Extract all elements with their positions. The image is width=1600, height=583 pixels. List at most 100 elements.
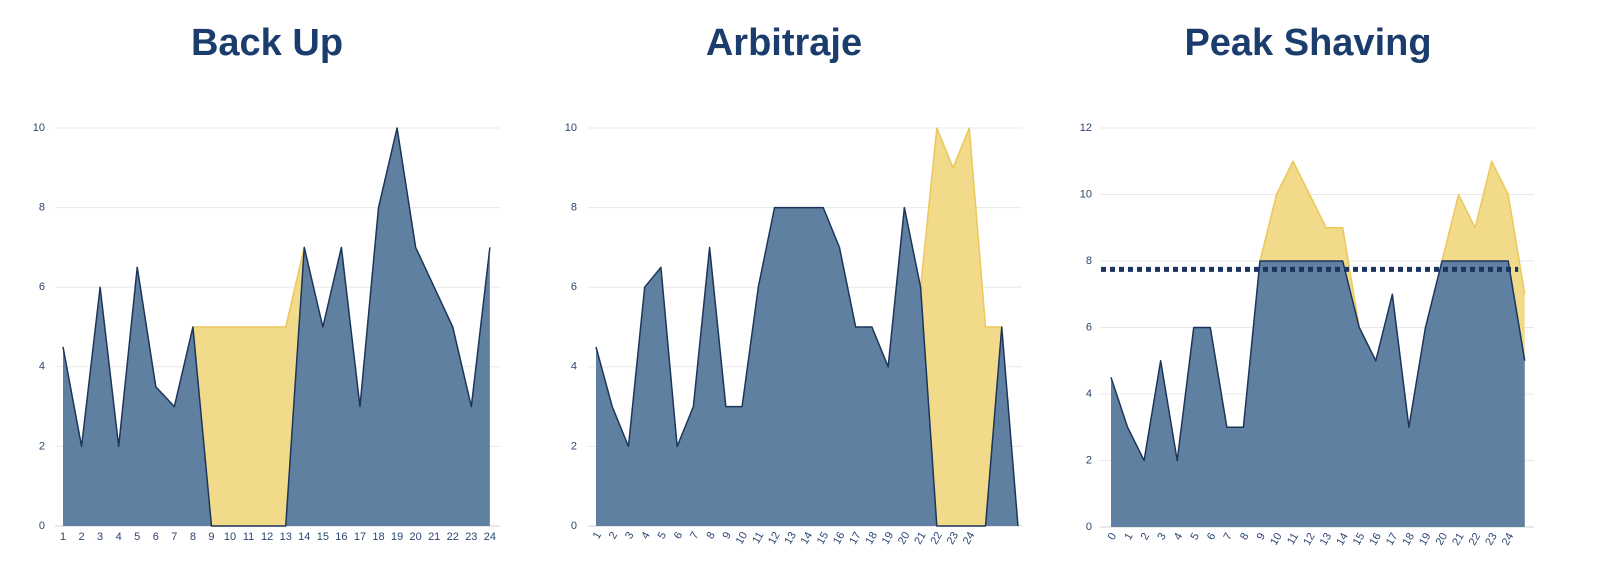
x-tick-label: 10 [1268, 531, 1285, 548]
y-tick-label: 0 [571, 520, 577, 532]
x-tick-label: 19 [880, 530, 897, 547]
x-tick-label: 9 [208, 531, 214, 543]
x-tick-label: 21 [1450, 531, 1467, 548]
x-tick-label: 18 [1400, 531, 1417, 548]
x-tick-label: 15 [1351, 531, 1368, 548]
x-tick-label: 17 [1384, 531, 1401, 548]
x-tick-label: 16 [831, 530, 848, 547]
area [1111, 261, 1525, 527]
x-tick-label: 16 [335, 531, 347, 543]
x-tick-label: 6 [153, 531, 159, 543]
line [62, 127, 491, 527]
x-tick-label: 19 [391, 531, 403, 543]
x-tick-label: 14 [1334, 531, 1351, 548]
chart-title: Peak Shaving [1184, 22, 1431, 64]
x-tick-label: 12 [261, 531, 273, 543]
x-tick-label: 10 [224, 531, 236, 543]
x-tick-label: 0 [1106, 531, 1119, 542]
x-tick-label: 24 [1500, 531, 1517, 548]
x-tick-label: 23 [945, 530, 962, 547]
y-tick-label: 0 [39, 520, 45, 532]
x-tick-label: 17 [354, 531, 366, 543]
x-tick-label: 21 [428, 531, 440, 543]
x-tick-label: 24 [484, 531, 496, 543]
y-tick-label: 10 [33, 122, 45, 134]
y-tick-label: 8 [39, 202, 45, 214]
y-tick-label: 2 [39, 440, 45, 452]
line [919, 127, 1002, 328]
x-tick-label: 6 [1205, 531, 1218, 542]
x-tick-label: 1 [1122, 531, 1135, 542]
x-tick-label: 11 [750, 530, 766, 546]
x-tick-label: 6 [672, 530, 685, 541]
y-tick-label: 0 [1086, 521, 1092, 533]
x-tick-label: 18 [864, 530, 881, 547]
y-tick-label: 6 [571, 281, 577, 293]
y-tick-label: 8 [1086, 255, 1092, 267]
x-tick-label: 13 [280, 531, 292, 543]
x-tick-label: 3 [623, 530, 636, 541]
x-tick-label: 11 [243, 531, 254, 543]
x-tick-label: 2 [607, 530, 620, 541]
area [920, 128, 1002, 526]
area [596, 207, 1018, 526]
x-tick-label: 14 [298, 531, 310, 543]
chart-title: Back Up [191, 22, 343, 64]
x-tick-label: 2 [78, 531, 84, 543]
x-tick-label: 14 [799, 530, 816, 547]
area [192, 247, 305, 526]
x-tick-label: 5 [1188, 531, 1201, 542]
x-tick-label: 8 [704, 530, 717, 541]
x-tick-label: 9 [1255, 531, 1268, 542]
x-tick-label: 12 [1301, 531, 1318, 548]
area [63, 128, 490, 526]
x-tick-label: 10 [734, 530, 751, 547]
line [1259, 160, 1526, 328]
x-tick-label: 15 [815, 530, 832, 547]
x-tick-label: 3 [1155, 531, 1168, 542]
x-tick-label: 13 [782, 530, 799, 547]
x-tick-label: 5 [656, 530, 669, 541]
x-tick-label: 22 [928, 530, 945, 547]
x-tick-label: 8 [1238, 531, 1251, 542]
x-tick-label: 23 [1483, 531, 1500, 548]
y-tick-label: 10 [1080, 188, 1092, 200]
x-tick-label: 4 [1172, 531, 1185, 542]
x-tick-label: 21 [912, 530, 929, 547]
x-tick-label: 17 [847, 530, 864, 547]
line [192, 247, 306, 328]
x-tick-label: 20 [1434, 531, 1451, 548]
y-tick-label: 4 [571, 361, 577, 373]
x-tick-label: 3 [97, 531, 103, 543]
y-tick-label: 4 [39, 361, 45, 373]
x-tick-label: 20 [410, 531, 422, 543]
x-tick-label: 8 [190, 531, 196, 543]
x-tick-label: 22 [1467, 531, 1484, 548]
x-tick-label: 7 [1222, 531, 1235, 542]
y-tick-label: 12 [1080, 122, 1092, 134]
x-tick-label: 23 [465, 531, 477, 543]
x-tick-label: 9 [721, 530, 734, 541]
x-tick-label: 20 [896, 530, 913, 547]
x-tick-label: 18 [372, 531, 384, 543]
line [595, 206, 1019, 527]
x-tick-label: 5 [134, 531, 140, 543]
y-tick-label: 10 [565, 122, 577, 134]
y-tick-label: 8 [571, 202, 577, 214]
chart-title: Arbitraje [706, 22, 862, 64]
x-tick-label: 1 [60, 531, 66, 543]
x-tick-label: 7 [688, 530, 701, 541]
y-tick-label: 6 [1086, 321, 1092, 333]
x-tick-label: 2 [1139, 531, 1152, 542]
x-tick-label: 11 [1285, 531, 1301, 547]
y-tick-label: 2 [1086, 454, 1092, 466]
x-tick-label: 24 [961, 530, 978, 547]
x-tick-label: 22 [447, 531, 459, 543]
y-tick-label: 4 [1086, 388, 1092, 400]
x-tick-label: 4 [639, 530, 652, 541]
line [1110, 260, 1526, 462]
x-tick-label: 1 [591, 530, 604, 541]
x-tick-label: 4 [116, 531, 122, 543]
x-tick-label: 15 [317, 531, 329, 543]
